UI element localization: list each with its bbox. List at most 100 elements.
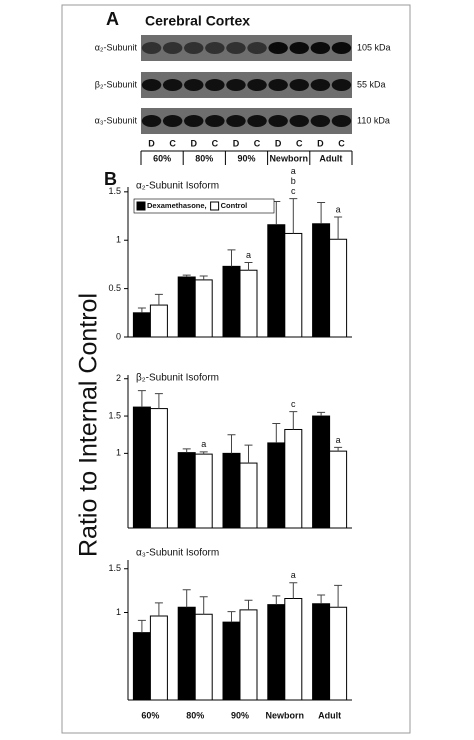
annotation: a xyxy=(336,435,341,445)
error-bar xyxy=(227,249,236,267)
blot-band xyxy=(205,42,225,54)
y-tick-label: 0.5 xyxy=(108,283,121,293)
lane-label: D xyxy=(191,138,198,148)
blot-band xyxy=(268,79,288,91)
blot-band xyxy=(289,42,309,54)
row-label: β₂-Subunit xyxy=(95,79,138,89)
chart-title: β₂-Subunit Isoform xyxy=(136,373,219,384)
error-bar xyxy=(317,411,326,417)
bar xyxy=(177,452,196,529)
blot-band xyxy=(247,42,267,54)
group-label: 60% xyxy=(153,153,171,163)
error-bar xyxy=(199,596,208,615)
blot-band xyxy=(268,42,288,54)
bar xyxy=(149,304,168,338)
error-bar xyxy=(317,201,326,224)
error-bar xyxy=(289,411,298,430)
error-bar xyxy=(182,274,191,277)
bar xyxy=(149,615,168,701)
error-bar xyxy=(244,261,253,271)
legend-label: Dexamethasone, xyxy=(147,201,207,210)
error-bar xyxy=(154,602,163,616)
error-bar xyxy=(182,589,191,608)
error-bar xyxy=(244,599,253,610)
legend-label: Control xyxy=(221,201,248,210)
frame xyxy=(61,4,411,734)
blot-band xyxy=(331,42,352,54)
error-bar xyxy=(334,216,343,240)
y-tick-label: 1 xyxy=(116,448,121,458)
bar xyxy=(312,223,331,338)
x-tick-label: 80% xyxy=(186,710,204,720)
y-tick-label: 1.5 xyxy=(108,563,121,573)
blot-title: Cerebral Cortex xyxy=(145,13,250,29)
bar xyxy=(239,269,258,338)
blot-band xyxy=(289,115,309,127)
bar xyxy=(132,406,151,529)
blot-band xyxy=(310,42,331,54)
error-bar xyxy=(199,275,208,280)
blot-band xyxy=(247,79,267,91)
blot-band xyxy=(331,115,352,127)
blot-band xyxy=(184,79,204,91)
lane-label: D xyxy=(275,138,282,148)
y-tick-label: 0 xyxy=(116,331,121,341)
error-bar xyxy=(289,198,298,234)
bar xyxy=(284,232,303,338)
legend-swatch xyxy=(210,201,220,211)
error-bar xyxy=(244,444,253,464)
annotation: a xyxy=(291,166,296,176)
bar xyxy=(222,452,241,529)
blot-band xyxy=(226,42,246,54)
error-bar xyxy=(154,393,163,409)
bar xyxy=(329,606,348,701)
panel-label: B xyxy=(104,169,117,189)
blot-band xyxy=(162,79,183,91)
blot-band xyxy=(141,42,162,54)
blot-band xyxy=(310,79,331,91)
panel-label: A xyxy=(106,9,119,29)
bar xyxy=(177,276,196,338)
blot-band xyxy=(184,115,204,127)
bar xyxy=(194,279,213,338)
bar xyxy=(329,450,348,529)
annotation: a xyxy=(336,204,341,214)
lane-label: C xyxy=(338,138,345,148)
error-bar xyxy=(334,584,343,608)
error-bar xyxy=(272,595,281,605)
bar xyxy=(267,604,286,701)
bar xyxy=(284,428,303,529)
bar xyxy=(239,462,258,529)
y-tick-label: 1.5 xyxy=(108,410,121,420)
lane-label: D xyxy=(148,138,155,148)
bar xyxy=(149,408,168,529)
bar xyxy=(132,632,151,701)
blot-band xyxy=(226,115,246,127)
blot-band xyxy=(162,42,183,54)
y-tick-label: 1.5 xyxy=(108,186,121,196)
lane-label: C xyxy=(296,138,303,148)
bar xyxy=(132,312,151,338)
bar xyxy=(194,613,213,701)
lane-label: C xyxy=(212,138,219,148)
bar xyxy=(267,442,286,529)
blot-band xyxy=(331,79,352,91)
bar xyxy=(194,453,213,529)
annotation: a xyxy=(246,250,251,260)
error-bar xyxy=(227,434,236,454)
x-tick-label: Newborn xyxy=(266,710,305,720)
error-bar xyxy=(137,390,146,408)
blot-band xyxy=(162,115,183,127)
blot-band xyxy=(205,115,225,127)
blot-band xyxy=(226,79,246,91)
legend-box xyxy=(133,198,275,214)
lane-label: C xyxy=(254,138,261,148)
row-size: 105 kDa xyxy=(357,42,391,52)
annotation: c xyxy=(291,186,296,196)
error-bar xyxy=(317,594,326,604)
annotation: c xyxy=(291,399,296,409)
bar xyxy=(312,415,331,529)
bar xyxy=(239,609,258,701)
row-size: 110 kDa xyxy=(357,115,390,125)
error-bar xyxy=(199,451,208,455)
